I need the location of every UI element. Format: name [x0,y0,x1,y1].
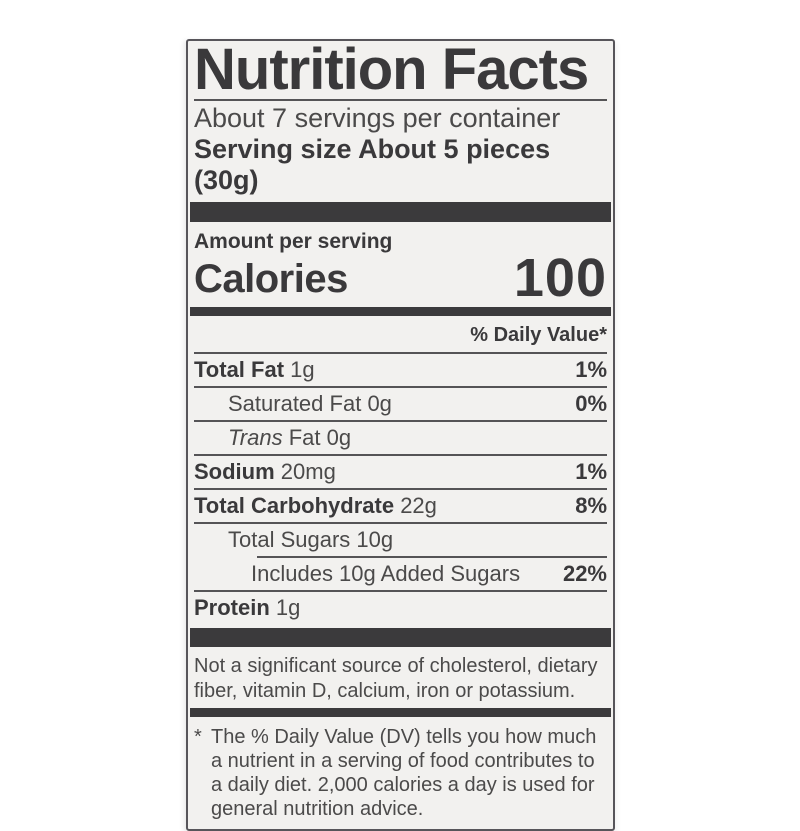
calories-value: 100 [513,248,607,309]
nutrient-amount: 0g [367,391,392,417]
nutrient-row-added-sugars: Includes 10g Added Sugars 22% [194,558,607,590]
nutrient-name: Trans [228,425,283,451]
asterisk-marker: * [194,726,202,749]
nutrient-name: Sodium [194,459,275,485]
nutrition-facts-label: Nutrition Facts About 7 servings per con… [186,39,615,831]
divider [194,522,607,525]
serving-size-row: Serving size About 5 pieces (30g) [194,134,607,196]
serving-size-label: Serving size [194,134,352,165]
nutrient-name: Saturated Fat [228,391,362,417]
nutrient-amount: 1g [275,595,301,621]
nutrient-row-protein: Protein 1g [194,592,607,624]
nutrient-daily-value: 8% [575,493,607,519]
section-bar-thick [190,202,611,223]
not-significant-note: Not a significant source of cholesterol,… [194,655,598,703]
nutrient-daily-value: 1% [575,459,607,485]
nutrient-row-total-sugars: Total Sugars 10g [194,524,607,556]
amount-per-serving-label: Amount per serving [194,230,393,254]
nutrient-row-sodium: Sodium 20mg 1% [194,456,607,488]
nutrient-row-saturated-fat: Saturated Fat 0g 0% [194,388,607,420]
section-bar-medium [190,307,611,317]
nutrient-row-total-fat: Total Fat 1g 1% [194,354,607,386]
divider [194,488,607,491]
nutrient-daily-value: 22% [562,561,607,587]
label-title: Nutrition Facts [194,37,589,102]
nutrient-amount: 22g [400,493,437,519]
daily-value-header: % Daily Value* [470,324,607,347]
divider [194,590,607,593]
divider-indented [257,556,607,559]
footnote-text: The % Daily Value (DV) tells you how muc… [211,726,597,821]
daily-value-footnote: * The % Daily Value (DV) tells you how m… [194,725,607,821]
nutrient-amount: 10g [356,527,394,553]
divider [194,99,607,102]
nutrient-amount: Fat 0g [288,425,352,451]
calories-row: Calories 100 [194,248,607,309]
divider [194,420,607,423]
servings-per-container: About 7 servings per container [194,103,561,134]
nutrient-name: Total Carbohydrate [194,493,395,519]
nutrient-name: Total Fat [194,357,285,383]
nutrient-name: Total Sugars [228,527,351,553]
nutrient-name: Protein [194,595,270,621]
nutrient-name: Includes 10g Added Sugars [251,561,521,587]
divider [194,352,607,355]
section-bar-medium [190,708,611,718]
section-bar-thick [190,628,611,648]
nutrient-row-trans-fat: Trans Fat 0g [194,422,607,454]
serving-size-value: About 5 pieces (30g) [194,134,551,196]
nutrient-row-total-carbohydrate: Total Carbohydrate 22g 8% [194,490,607,522]
divider [194,386,607,389]
nutrient-daily-value: 1% [575,357,607,383]
divider [194,454,607,457]
calories-label: Calories [194,257,348,302]
nutrient-amount: 20mg [280,459,336,485]
nutrient-amount: 1g [290,357,315,383]
nutrient-daily-value: 0% [575,391,607,417]
